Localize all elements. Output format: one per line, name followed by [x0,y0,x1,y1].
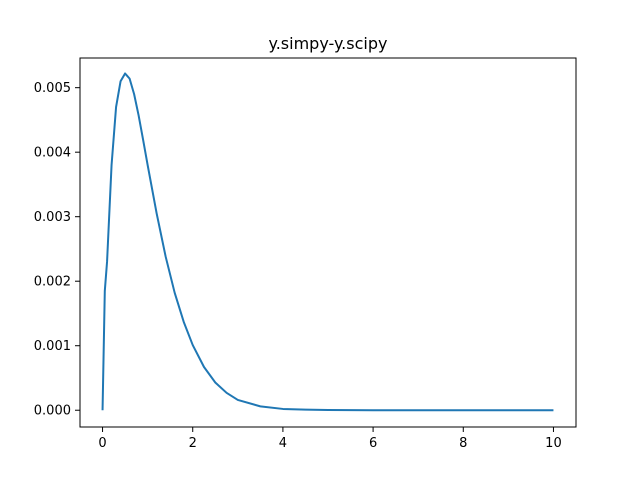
x-tick-label-0: 0 [98,436,106,451]
y-tick-label-2: 0.002 [34,275,71,290]
x-tick-label-5: 10 [545,436,562,451]
y-tick-label-5: 0.005 [34,81,71,96]
y-tick-label-0: 0.000 [34,404,71,419]
x-tick-label-2: 4 [279,436,287,451]
x-tick-label-4: 8 [459,436,467,451]
series-line-0 [101,72,554,412]
y-tick-label-3: 0.003 [34,210,71,225]
y-tick-label-1: 0.001 [34,339,71,354]
x-tick-label-3: 6 [369,436,377,451]
x-tick-label-1: 2 [189,436,197,451]
axes-frame [79,57,577,428]
y-tick-label-4: 0.004 [34,146,71,161]
chart-title: y.simpy-y.scipy [269,34,388,53]
y-axis: 0.000 0.001 0.002 0.003 0.004 0.005 [34,81,80,419]
x-axis: 0 2 4 6 8 10 [98,427,562,451]
series-layer [101,72,554,412]
